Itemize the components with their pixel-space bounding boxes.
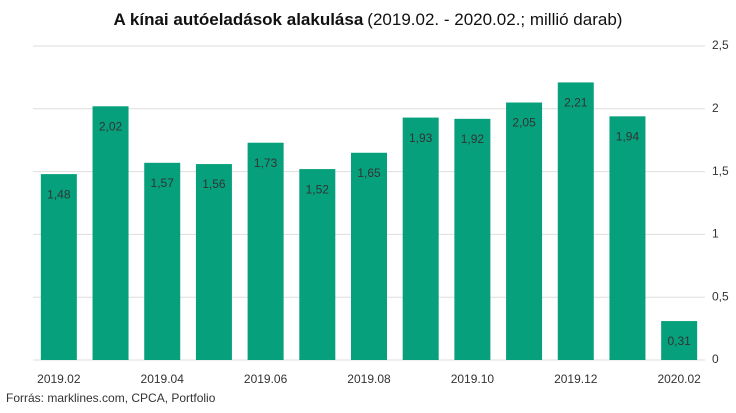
x-tick-label: 2019.12 [554, 372, 598, 386]
bar [247, 142, 284, 360]
chart-title: A kínai autóeladások alakulása (2019.02. … [114, 10, 623, 29]
y-tick-label: 1,5 [712, 164, 729, 178]
source-note: Forrás: marklines.com, CPCA, Portfolio [6, 391, 216, 405]
bar [299, 169, 336, 360]
value-label: 2,02 [99, 119, 123, 133]
title-sub: (2019.02. - 2020.02.; millió darab) [367, 10, 622, 29]
bar [506, 102, 543, 361]
x-tick-label: 2019.06 [244, 372, 288, 386]
y-tick-label: 0 [712, 352, 719, 366]
value-label: 0,31 [667, 334, 691, 348]
x-tick-label: 2019.04 [141, 372, 185, 386]
value-label: 1,92 [461, 132, 485, 146]
bar [402, 117, 439, 360]
bar [40, 174, 77, 360]
value-label: 2,21 [564, 96, 588, 110]
x-tick-label: 2019.08 [347, 372, 391, 386]
value-label: 1,94 [616, 130, 640, 144]
bar [661, 321, 698, 360]
value-label: 1,73 [254, 156, 278, 170]
x-tick-label: 2019.10 [451, 372, 495, 386]
value-label: 1,65 [357, 166, 381, 180]
bar [351, 152, 387, 360]
value-label: 1,48 [47, 187, 71, 201]
bar [557, 82, 594, 360]
value-label: 2,05 [512, 116, 536, 130]
bar [144, 162, 181, 360]
y-tick-label: 1 [712, 227, 719, 241]
bar [195, 164, 232, 360]
title-main: A kínai autóeladások alakulása [114, 10, 364, 29]
x-tick-label: 2020.02 [657, 372, 701, 386]
bar [92, 106, 129, 361]
x-tick-label: 2019.02 [37, 372, 81, 386]
value-label: 1,52 [306, 182, 330, 196]
value-label: 1,93 [409, 131, 433, 145]
value-label: 1,56 [202, 177, 226, 191]
y-tick-label: 2 [712, 101, 719, 115]
y-tick-label: 0,5 [712, 289, 729, 303]
bar [609, 116, 646, 360]
y-tick-label: 2,5 [712, 38, 729, 52]
bar [454, 118, 491, 361]
value-label: 1,57 [151, 176, 175, 190]
